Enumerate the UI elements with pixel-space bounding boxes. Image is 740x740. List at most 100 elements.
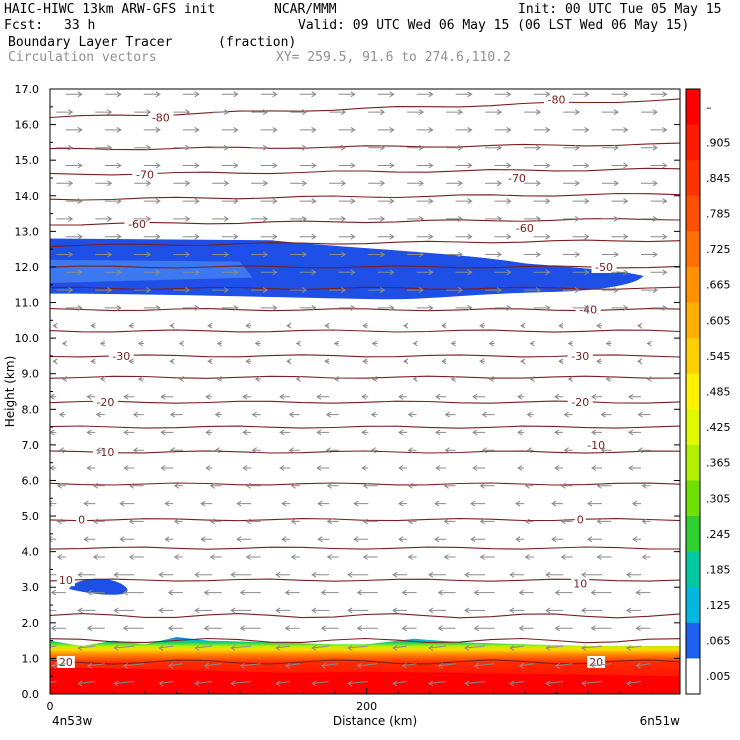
circulation-vector xyxy=(50,681,57,683)
circulation-vector xyxy=(173,554,183,560)
circulation-vector xyxy=(326,482,339,489)
temperature-contour-line xyxy=(50,659,680,665)
circulation-vector xyxy=(524,482,534,489)
circulation-vector xyxy=(403,322,409,329)
circulation-vector xyxy=(596,554,612,560)
circulation-vector xyxy=(320,625,339,632)
y-tick-label: 7.0 xyxy=(22,439,40,452)
contour-label-bg xyxy=(583,438,609,451)
circulation-vector xyxy=(377,269,395,276)
circulation-vector xyxy=(455,269,473,276)
circulation-vector xyxy=(290,215,308,222)
circulation-vector xyxy=(122,662,144,669)
colorbar-swatch xyxy=(686,658,700,695)
circulation-vector xyxy=(245,358,252,365)
circulation-vector xyxy=(377,126,395,133)
circulation-vector xyxy=(50,609,57,611)
circulation-vector xyxy=(362,554,378,560)
circulation-vector xyxy=(443,518,456,525)
circulation-vector xyxy=(242,393,252,400)
circulation-vector xyxy=(650,162,668,169)
circulation-vector xyxy=(123,429,135,436)
circulation-vector xyxy=(591,393,602,400)
colorbar-swatch xyxy=(686,302,700,339)
small-tracer-patch xyxy=(68,578,128,595)
circulation-vector xyxy=(316,393,330,400)
circulation-vector xyxy=(524,215,542,222)
circulation-vector xyxy=(338,91,356,98)
colorbar-swatch xyxy=(686,124,700,161)
circulation-vector xyxy=(455,91,473,98)
circulation-vector xyxy=(581,680,603,687)
y-tick-label: 9.0 xyxy=(22,368,40,381)
circulation-vector xyxy=(182,233,200,240)
y-tick-label: 8.0 xyxy=(22,403,40,416)
circulation-vector xyxy=(92,554,105,560)
circulation-vector xyxy=(182,269,200,276)
contour-label: -20 xyxy=(96,396,114,409)
circulation-vector xyxy=(518,662,534,669)
circulation-vector xyxy=(251,411,261,418)
circulation-vector xyxy=(392,680,408,687)
circulation-vector xyxy=(137,340,144,347)
circulation-vector xyxy=(260,162,278,169)
circulation-vector xyxy=(205,429,213,436)
contour-label: -60 xyxy=(128,218,146,231)
circulation-vector xyxy=(242,429,252,436)
contour-label-bg xyxy=(148,111,174,124)
circulation-vector xyxy=(324,358,330,365)
colorbar-label: .485 xyxy=(706,386,731,399)
circulation-vector xyxy=(113,571,135,578)
circulation-vector xyxy=(526,447,534,454)
y-tick-label: 2.0 xyxy=(22,617,40,630)
colorbar-label: .785 xyxy=(706,208,731,221)
circulation-vector xyxy=(362,358,369,365)
circulation-vector xyxy=(446,180,464,187)
circulation-vector xyxy=(338,162,356,169)
circulation-vector xyxy=(626,571,641,578)
circulation-vector xyxy=(173,518,183,525)
y-tick-label: 1.0 xyxy=(22,652,40,665)
circulation-vector xyxy=(50,662,66,669)
circulation-vector xyxy=(338,198,356,205)
circulation-vector xyxy=(325,411,339,418)
circulation-vector xyxy=(132,411,144,418)
circulation-vector xyxy=(290,482,300,489)
circulation-vector xyxy=(338,269,356,276)
circulation-vector xyxy=(416,91,434,98)
circulation-vector xyxy=(158,607,174,614)
circulation-vector xyxy=(407,482,417,489)
circulation-vector xyxy=(290,518,300,525)
circulation-vector xyxy=(581,571,602,578)
circulation-vector xyxy=(320,589,339,596)
contour-label: -70 xyxy=(136,168,154,181)
contour-label-bg xyxy=(108,349,134,362)
circulation-vector xyxy=(209,482,222,489)
circulation-vector xyxy=(368,287,386,294)
circulation-vector xyxy=(641,109,658,116)
circulation-vector xyxy=(637,447,651,454)
circulation-vector xyxy=(485,215,503,222)
circulation-vector xyxy=(279,393,291,400)
circulation-vector xyxy=(377,91,395,98)
circulation-vector xyxy=(143,162,161,169)
contour-label-bg xyxy=(571,577,590,590)
circulation-vector xyxy=(216,340,222,347)
circulation-vector xyxy=(173,109,191,116)
circulation-vector xyxy=(119,500,135,507)
circulation-vector xyxy=(450,376,456,382)
contour-label-bg xyxy=(567,396,593,409)
circulation-vector xyxy=(212,287,230,294)
circulation-vector xyxy=(533,162,551,169)
circulation-vector xyxy=(509,607,525,614)
circulation-vector xyxy=(437,625,456,632)
circulation-vector xyxy=(635,662,651,669)
temperature-contour-line xyxy=(50,482,680,486)
y-tick-label: 3.0 xyxy=(22,581,40,594)
circulation-vector xyxy=(472,393,486,400)
circulation-vectors xyxy=(50,91,668,687)
circulation-vector xyxy=(650,233,668,240)
circulation-vector xyxy=(509,680,525,687)
circulation-vector xyxy=(437,662,456,669)
